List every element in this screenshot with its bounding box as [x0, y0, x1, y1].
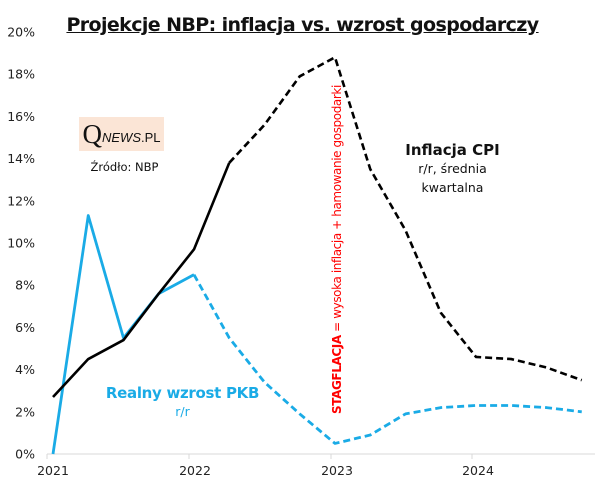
y-tick-label: 4% — [15, 362, 35, 377]
stagflation-text: = wysoka inflacja + hamowanie gospodarki — [330, 85, 344, 336]
cpi-annotation-sub2: kwartalna — [421, 180, 484, 195]
x-tick-label: 2023 — [321, 463, 353, 478]
y-tick-label: 18% — [7, 67, 35, 82]
gdp-annotation-title: Realny wzrost PKB — [105, 384, 260, 402]
x-axis: 2021 2022 2023 2024 — [37, 453, 595, 478]
y-tick-label: 8% — [15, 278, 35, 293]
y-tick-label: 20% — [7, 25, 35, 40]
x-tick-label: 2024 — [462, 463, 494, 478]
series-line-projection-realny-wzrost-pkb — [192, 273, 582, 445]
y-axis-ticks: 0% 2% 4% 6% 8% 10% 12% 14% 16% 18% 20% — [7, 25, 35, 462]
logo-q: Q — [82, 118, 102, 149]
series-line-projection-inflacja-cpi — [228, 56, 583, 382]
y-tick-label: 16% — [7, 109, 35, 124]
chart-title: Projekcje NBP: inflacja vs. wzrost gospo… — [66, 14, 539, 36]
series-layer — [51, 56, 583, 455]
qnews-logo: Q NEWS .PL — [79, 117, 164, 151]
x-tick-label: 2021 — [37, 463, 69, 478]
gdp-annotation: Realny wzrost PKB r/r — [100, 384, 265, 419]
logo-news: NEWS — [101, 130, 141, 145]
series-line-actual-inflacja-cpi — [52, 162, 231, 398]
x-tick-label: 2022 — [179, 463, 211, 478]
source-note: Źródło: NBP — [90, 160, 159, 174]
stagflation-bold: STAGFLACJA — [330, 335, 344, 414]
y-tick-label: 12% — [7, 193, 35, 208]
y-tick-label: 0% — [15, 447, 35, 462]
y-tick-label: 2% — [15, 404, 35, 419]
y-tick-label: 6% — [15, 320, 35, 335]
y-tick-label: 14% — [7, 151, 35, 166]
gdp-annotation-sub: r/r — [175, 404, 190, 419]
y-tick-label: 10% — [7, 236, 35, 251]
cpi-annotation-sub1: r/r, średnia — [418, 161, 487, 176]
cpi-annotation: Inflacja CPI r/r, średnia kwartalna — [390, 141, 515, 197]
logo-pl: .PL — [140, 130, 161, 145]
cpi-annotation-title: Inflacja CPI — [405, 141, 500, 159]
stagflation-annotation: STAGFLACJA = wysoka inflacja + hamowanie… — [330, 85, 344, 414]
